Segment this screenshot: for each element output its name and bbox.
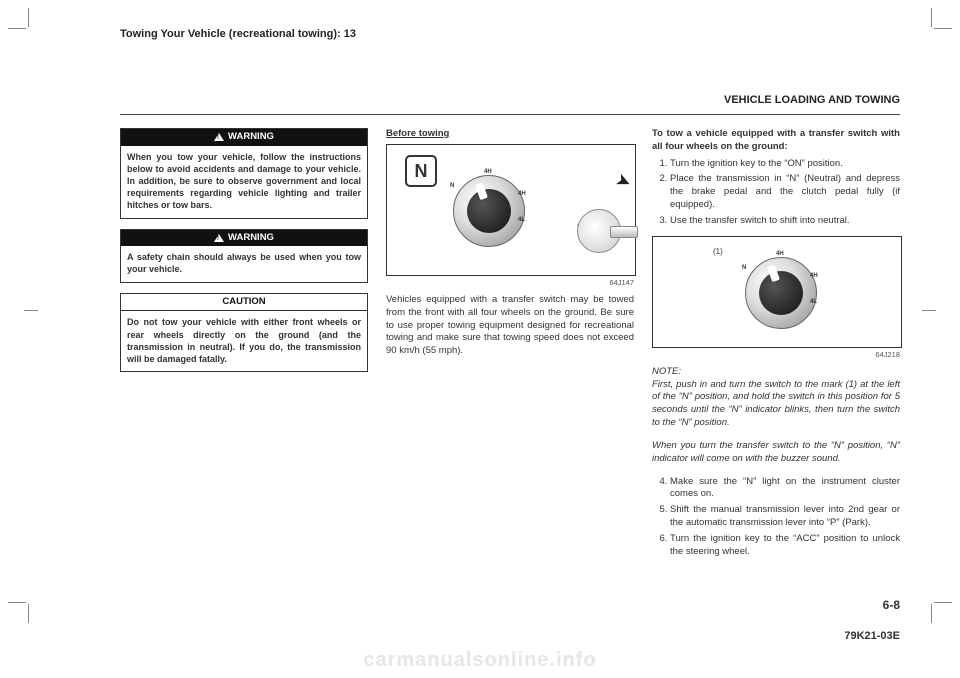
figure-1: N 4H 4H 4L N ➤ ON: [386, 144, 636, 276]
steps-list-a: Turn the ignition key to the “ON” positi…: [652, 158, 900, 228]
transfer-knob-2: 4H 4H 4L N: [745, 257, 817, 329]
knob-label-n: N: [742, 264, 746, 272]
step-5: Shift the manual transmission lever into…: [670, 504, 900, 530]
caution-text: Do not tow your vehicle with either fron…: [121, 311, 367, 371]
page-number: 6-8: [883, 598, 900, 612]
header-left: Towing Your Vehicle (recreational towing…: [120, 28, 356, 40]
key-blade: [610, 226, 638, 238]
crop-mark: [8, 602, 26, 603]
knob-label-n: N: [450, 182, 454, 190]
warning-header: WARNING: [121, 129, 367, 146]
warning-label: WARNING: [228, 131, 274, 144]
header-right: VEHICLE LOADING AND TOWING: [724, 94, 900, 106]
header-rule: [120, 114, 900, 115]
crop-mark: [28, 8, 29, 27]
step-1: Turn the ignition key to the “ON” positi…: [670, 158, 900, 171]
figure-2: (1) 4H 4H 4L N: [652, 236, 902, 348]
column-3: To tow a vehicle equipped with a transfe…: [652, 128, 900, 566]
warning-box-1: WARNING When you tow your vehicle, follo…: [120, 128, 368, 219]
crop-mark: [931, 604, 932, 623]
ignition-key-icon: [577, 209, 621, 253]
transfer-knob: 4H 4H 4L N: [453, 175, 525, 247]
caution-header: CAUTION: [121, 294, 367, 312]
page: Towing Your Vehicle (recreational towing…: [0, 0, 960, 678]
crop-mark: [8, 28, 26, 29]
crop-mark: [24, 310, 38, 311]
crop-mark: [934, 602, 952, 603]
n-icon: N: [405, 155, 437, 187]
document-code: 79K21-03E: [844, 630, 900, 642]
note-1: First, push in and turn the switch to th…: [652, 379, 900, 430]
knob-inner: [759, 271, 803, 315]
step-2: Place the transmission in “N” (Neutral) …: [670, 173, 900, 211]
figure-2-code: 64J218: [652, 350, 900, 360]
warning-box-2: WARNING A safety chain should always be …: [120, 229, 368, 283]
col2-paragraph: Vehicles equipped with a transfer switch…: [386, 294, 634, 358]
step-6: Turn the ignition key to the “ACC” posit…: [670, 533, 900, 559]
watermark: carmanualsonline.info: [0, 649, 960, 672]
fig2-callout: (1): [713, 247, 723, 258]
knob-label-4hl: 4H: [810, 272, 818, 280]
step-4: Make sure the “N” light on the instrumen…: [670, 476, 900, 502]
crop-mark: [931, 8, 932, 27]
steps-list-b: Make sure the “N” light on the instrumen…: [652, 476, 900, 559]
warning-text-1: When you tow your vehicle, follow the in…: [121, 146, 367, 218]
warning-icon: [214, 133, 224, 141]
knob-label-4hl: 4H: [518, 190, 526, 198]
crop-mark: [922, 310, 936, 311]
knob-label-4h: 4H: [484, 168, 492, 176]
knob-inner: [467, 189, 511, 233]
note-label: NOTE:: [652, 366, 900, 379]
knob-label-4l: 4L: [810, 298, 817, 306]
before-towing-title: Before towing: [386, 128, 634, 141]
column-2: Before towing N 4H 4H 4L N ➤ ON 64J147 V…: [386, 128, 634, 566]
column-1: WARNING When you tow your vehicle, follo…: [120, 128, 368, 566]
figure-1-code: 64J147: [386, 278, 634, 288]
col3-title: To tow a vehicle equipped with a transfe…: [652, 128, 900, 154]
crop-mark: [934, 28, 952, 29]
warning-text-2: A safety chain should always be used whe…: [121, 246, 367, 281]
crop-mark: [28, 604, 29, 623]
note-2: When you turn the transfer switch to the…: [652, 440, 900, 466]
arrow-icon: ➤: [611, 167, 635, 195]
knob-label-4l: 4L: [518, 216, 525, 224]
caution-box: CAUTION Do not tow your vehicle with eit…: [120, 293, 368, 372]
warning-header: WARNING: [121, 230, 367, 247]
warning-label: WARNING: [228, 232, 274, 245]
warning-icon: [214, 234, 224, 242]
columns: WARNING When you tow your vehicle, follo…: [120, 128, 900, 566]
step-3: Use the transfer switch to shift into ne…: [670, 215, 900, 228]
knob-label-4h: 4H: [776, 250, 784, 258]
